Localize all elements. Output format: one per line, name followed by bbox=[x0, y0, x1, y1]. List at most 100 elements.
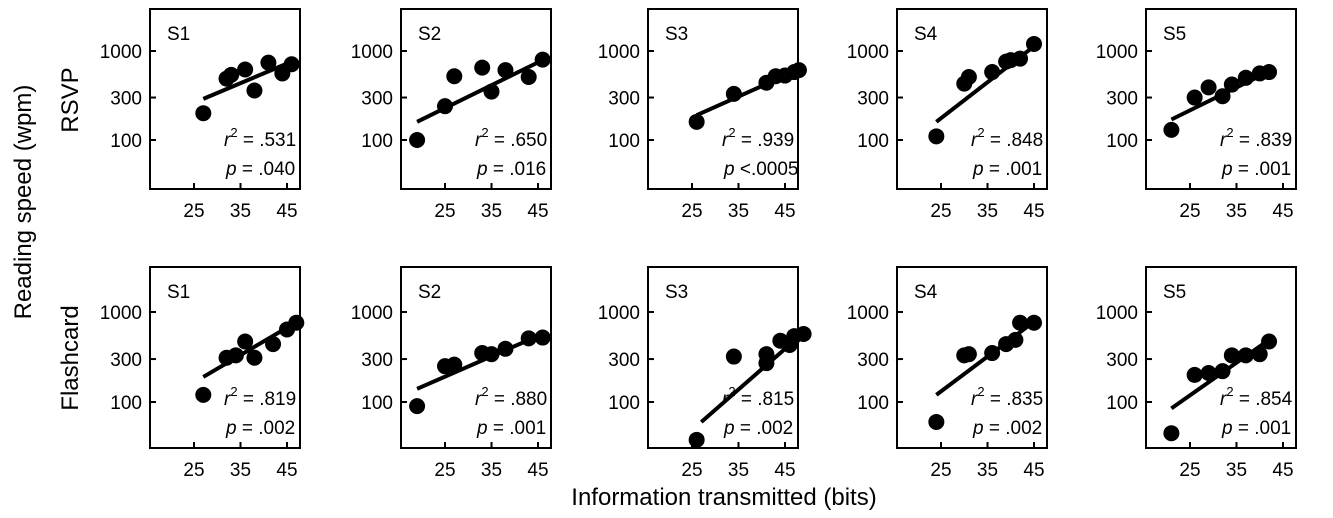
y-tick-label: 300 bbox=[1106, 89, 1138, 110]
panel-label: S3 bbox=[665, 24, 688, 45]
fit-line bbox=[416, 332, 544, 391]
y-tick-label: 1000 bbox=[1096, 303, 1138, 324]
data-point bbox=[195, 386, 212, 403]
fit-line bbox=[935, 320, 1036, 397]
data-point bbox=[1026, 35, 1042, 52]
panel-frame bbox=[647, 8, 799, 190]
r-squared-value: = .650 bbox=[489, 130, 548, 151]
data-point bbox=[1223, 76, 1240, 93]
data-point bbox=[227, 347, 244, 364]
x-tick-label: 35 bbox=[1226, 460, 1247, 481]
y-tick-label: 1000 bbox=[1096, 42, 1138, 63]
r-squared-annotation: r2 = .531 bbox=[224, 125, 296, 151]
x-tick-label: 25 bbox=[930, 460, 951, 481]
p-value-annotation: p = .002 bbox=[972, 418, 1042, 439]
y-tick-label: 1000 bbox=[351, 42, 393, 63]
y-tick-label: 300 bbox=[857, 89, 889, 110]
x-tick-label: 45 bbox=[276, 460, 297, 481]
r-squared-value: = .819 bbox=[238, 389, 297, 410]
data-point bbox=[497, 340, 514, 357]
data-point bbox=[688, 113, 705, 130]
p-value-annotation: p = .001 bbox=[1221, 159, 1291, 180]
r-squared-value: = .835 bbox=[985, 389, 1044, 410]
x-tick-label: 45 bbox=[1272, 201, 1293, 222]
x-tick-label: 45 bbox=[1023, 201, 1044, 222]
data-point bbox=[409, 132, 426, 148]
data-point bbox=[1223, 347, 1240, 364]
x-tick-label: 35 bbox=[481, 201, 502, 222]
y-tick-label: 1000 bbox=[598, 42, 640, 63]
data-point bbox=[1186, 89, 1203, 106]
data-point bbox=[265, 336, 282, 353]
data-point bbox=[928, 128, 945, 145]
r-squared-value: = .848 bbox=[985, 130, 1044, 151]
data-point bbox=[1186, 366, 1203, 383]
y-tick-label: 100 bbox=[110, 393, 142, 414]
panel-label: S1 bbox=[167, 24, 190, 45]
r-squared-value: = .939 bbox=[736, 130, 795, 151]
p-value-text: = .001 bbox=[1233, 159, 1292, 180]
y-tick-label: 100 bbox=[361, 393, 393, 414]
data-point bbox=[688, 431, 705, 448]
x-tick-label: 25 bbox=[1179, 201, 1200, 222]
panel-label: S3 bbox=[665, 282, 688, 303]
data-point bbox=[288, 314, 305, 331]
panel-label: S1 bbox=[167, 282, 190, 303]
r-squared-value: = .815 bbox=[736, 389, 795, 410]
y-tick-label: 1000 bbox=[100, 303, 142, 324]
r-squared-annotation: r2 = .835 bbox=[971, 384, 1043, 410]
r-squared-value: = .854 bbox=[1234, 389, 1293, 410]
panel-label: S2 bbox=[418, 24, 441, 45]
x-tick-label: 25 bbox=[434, 460, 455, 481]
x-tick-label: 35 bbox=[977, 201, 998, 222]
data-point bbox=[1026, 314, 1042, 331]
p-value-text: = .040 bbox=[237, 159, 296, 180]
x-tick-label: 25 bbox=[1179, 460, 1200, 481]
x-tick-label: 35 bbox=[977, 460, 998, 481]
data-point bbox=[1214, 88, 1231, 105]
data-point bbox=[1012, 50, 1029, 67]
data-point bbox=[520, 330, 537, 347]
r-squared-annotation: r2 = .815 bbox=[722, 384, 794, 410]
p-value-text: = .002 bbox=[735, 418, 794, 439]
y-tick-label: 1000 bbox=[351, 303, 393, 324]
y-tick-label: 100 bbox=[1106, 131, 1138, 152]
x-tick-label: 25 bbox=[434, 201, 455, 222]
x-tick-label: 25 bbox=[681, 460, 702, 481]
x-tick-label: 35 bbox=[481, 460, 502, 481]
y-tick-label: 1000 bbox=[847, 42, 889, 63]
data-point bbox=[790, 62, 807, 79]
y-tick-label: 100 bbox=[361, 131, 393, 152]
data-point bbox=[497, 62, 514, 79]
r-squared-annotation: r2 = .854 bbox=[1220, 384, 1293, 410]
y-tick-label: 300 bbox=[608, 350, 640, 371]
data-point bbox=[474, 59, 491, 76]
data-point bbox=[1237, 347, 1254, 364]
r-squared-value: = .839 bbox=[1234, 130, 1293, 151]
panel-label: S5 bbox=[1163, 282, 1186, 303]
data-point bbox=[1200, 79, 1217, 96]
y-tick-label: 100 bbox=[608, 393, 640, 414]
r-squared-annotation: r2 = .880 bbox=[475, 384, 547, 410]
row-label-flashcard: Flashcard bbox=[57, 305, 84, 410]
data-point bbox=[795, 325, 812, 342]
x-tick-label: 25 bbox=[183, 460, 204, 481]
data-point bbox=[483, 83, 500, 100]
panel-frame bbox=[896, 266, 1048, 449]
x-tick-label: 45 bbox=[774, 201, 795, 222]
data-point bbox=[984, 64, 1001, 81]
x-tick-label: 45 bbox=[774, 460, 795, 481]
p-value-annotation: p <.0005 bbox=[723, 159, 799, 180]
data-point bbox=[1214, 363, 1231, 380]
x-tick-label: 45 bbox=[276, 201, 297, 222]
data-point bbox=[960, 69, 977, 86]
data-point bbox=[725, 85, 742, 102]
p-value-annotation: p = .001 bbox=[476, 418, 546, 439]
panel-label: S2 bbox=[418, 282, 441, 303]
p-value-text: = .002 bbox=[237, 418, 296, 439]
p-value-text: = .002 bbox=[984, 418, 1043, 439]
y-tick-label: 300 bbox=[361, 89, 393, 110]
y-tick-label: 300 bbox=[857, 350, 889, 371]
data-point bbox=[260, 54, 277, 71]
